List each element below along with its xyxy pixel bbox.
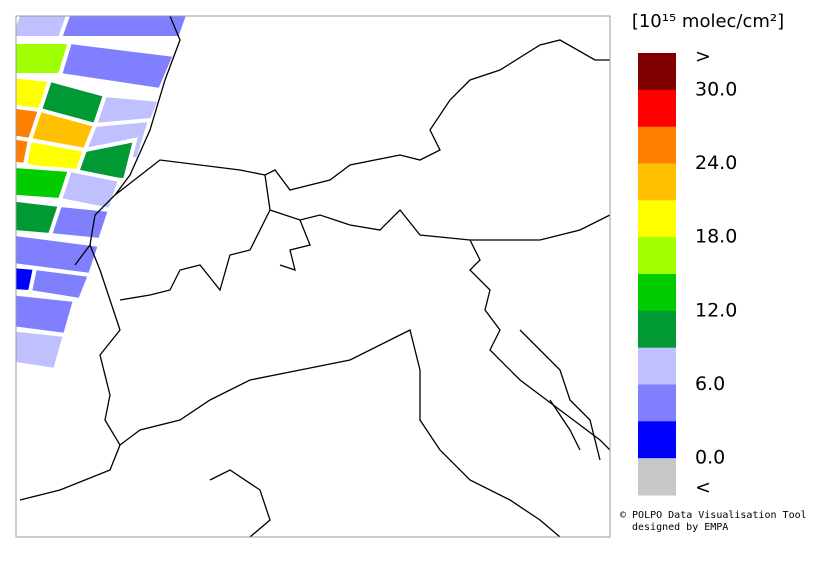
colorbar-box xyxy=(638,347,676,385)
colorbar-box xyxy=(638,163,676,201)
colorbar-label: < xyxy=(695,477,711,499)
colorbar-label: 12.0 xyxy=(695,299,737,321)
map-frame xyxy=(15,15,611,538)
colorbar-box xyxy=(638,126,676,164)
colorbar-label: 6.0 xyxy=(695,373,725,395)
colorbar-label: 0.0 xyxy=(695,447,725,469)
footer-line: © POLPO Data Visualisation Tool xyxy=(620,510,807,521)
colorbar-box xyxy=(638,89,676,128)
colorbar-box xyxy=(638,237,676,275)
colorbar-label: 18.0 xyxy=(695,226,737,248)
colorbar-box xyxy=(638,384,676,422)
colorbar-box xyxy=(638,53,676,91)
colorbar-label: 30.0 xyxy=(695,78,737,100)
colorbar-box xyxy=(638,310,676,349)
colorbar: >30.0 24.0 18.0 12.0 6.0 0.0 < xyxy=(638,46,737,499)
colorbar-box xyxy=(638,458,676,496)
colorbar-box xyxy=(638,200,676,238)
legend-title: [10¹⁵ molec/cm²] xyxy=(632,11,784,32)
footer-line: designed by EMPA xyxy=(632,522,728,533)
colorbar-label: 24.0 xyxy=(695,152,737,174)
colorbar-label: > xyxy=(695,46,711,68)
colorbar-box xyxy=(638,421,676,459)
satellite-swath xyxy=(16,16,190,373)
map xyxy=(16,16,610,537)
colorbar-box xyxy=(638,274,676,312)
